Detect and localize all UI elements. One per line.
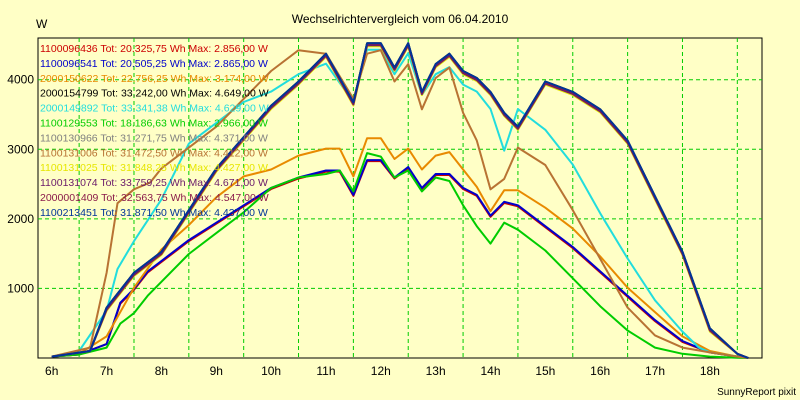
chart-title: Wechselrichtervergleich vom 06.04.2010 (292, 12, 509, 26)
series-line (51, 49, 749, 359)
legend-entry: 2000001409 Tot: 32.563,75 Wh Max: 4.547,… (40, 192, 269, 204)
legend-entry: 1100213451 Tot: 31.871,50 Wh Max: 4.437,… (40, 207, 268, 219)
y-tick-label: 3000 (7, 142, 34, 156)
legend-entry: 1100131074 Tot: 33.759,25 Wh Max: 4.671,… (40, 177, 268, 189)
x-tick-label: 16h (590, 364, 610, 378)
plot-area: 6h 7h 8h 9h 10h 11h 12h 13h 14h 15h 16h 17h 18h 1000 2… (7, 37, 763, 378)
plot-background (37, 37, 763, 359)
series-line (51, 152, 749, 359)
x-tick-label: 9h (210, 364, 223, 378)
legend-entry: 1100096541 Tot: 20.505,25 Wh Max: 2.865,… (40, 58, 268, 70)
y-tick-label: 4000 (7, 73, 34, 87)
x-tick-label: 13h (426, 364, 446, 378)
x-tick-label: 11h (316, 364, 335, 378)
legend-entry: 1100131025 Tot: 31.848,25 Wh Max: 4.427,… (40, 162, 268, 174)
series-line (51, 48, 749, 359)
x-tick-label: 15h (535, 364, 555, 378)
x-tick-label: 14h (480, 364, 500, 378)
legend-entry: 1100096436 Tot: 20.325,75 Wh Max: 2.856,… (40, 43, 268, 55)
legend-entry: 1100131006 Tot: 31.472,50 Wh Max: 4.412,… (40, 147, 268, 159)
legend-entry: 1100130966 Tot: 31.271,75 Wh Max: 4.371,… (40, 132, 268, 144)
footer-credit: SunnyReport pixit (717, 387, 796, 398)
legend-entry: 2000149892 Tot: 33.341,38 Wh Max: 4.629,… (40, 103, 269, 115)
x-tick-label: 12h (371, 364, 391, 378)
y-axis-unit-label: W (36, 17, 48, 31)
legend-entry: 1100129553 Tot: 18.186,63 Wh Max: 2.966,… (40, 118, 268, 130)
x-tick-label: 6h (45, 364, 58, 378)
y-tick-label: 1000 (7, 281, 34, 295)
x-tick-label: 17h (645, 364, 665, 378)
series-line (51, 159, 749, 359)
series-line (51, 137, 749, 359)
legend-entry: 2000150622 Tot: 22.756,25 Wh Max: 3.174,… (40, 73, 269, 85)
x-tick-label: 8h (155, 364, 168, 378)
series-line (51, 42, 749, 359)
x-tick-label: 7h (100, 364, 113, 378)
legend-entry: 2000154799 Tot: 33.242,00 Wh Max: 4.649,… (40, 88, 269, 100)
y-tick-label: 2000 (7, 212, 34, 226)
x-tick-label: 10h (261, 364, 281, 378)
x-tick-label: 18h (700, 364, 720, 378)
